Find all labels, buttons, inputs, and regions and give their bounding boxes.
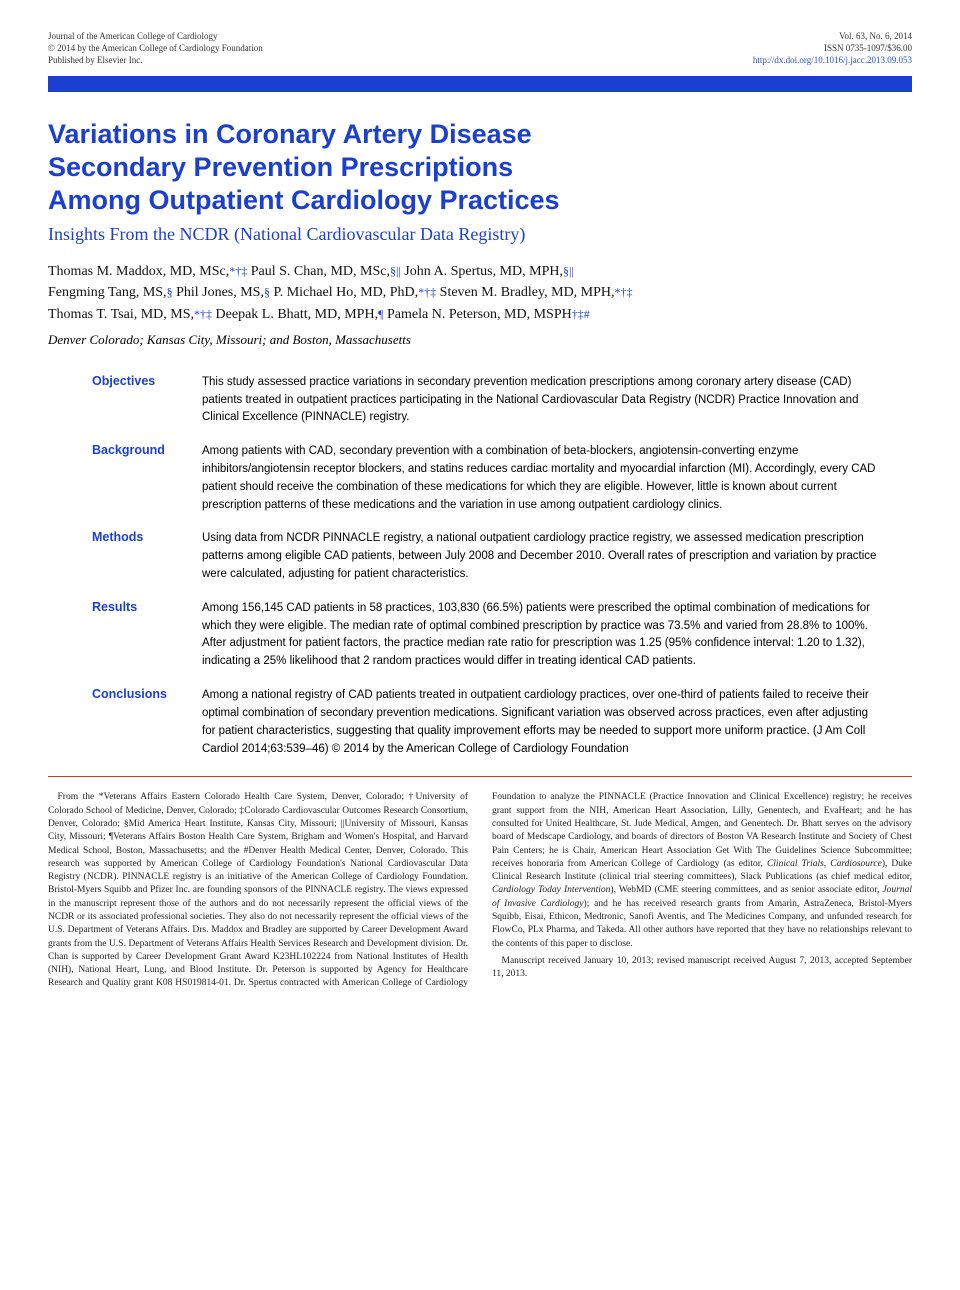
abstract-text: Among a national registry of CAD patient… xyxy=(202,687,882,758)
doi-link[interactable]: http://dx.doi.org/10.1016/j.jacc.2013.09… xyxy=(753,54,912,66)
volume-issue: Vol. 63, No. 6, 2014 xyxy=(753,30,912,42)
author-affil-sym: *†‡ xyxy=(229,264,247,278)
abstract-text: This study assessed practice variations … xyxy=(202,374,882,427)
author: P. Michael Ho, MD, PhD, xyxy=(273,285,418,300)
divider-rule xyxy=(48,776,912,777)
abstract-text: Among patients with CAD, secondary preve… xyxy=(202,443,882,514)
journal-header-right: Vol. 63, No. 6, 2014 ISSN 0735-1097/$36.… xyxy=(753,30,912,66)
author-locations: Denver Colorado; Kansas City, Missouri; … xyxy=(48,332,912,348)
author: John A. Spertus, MD, MPH, xyxy=(404,264,563,279)
footnotes-block: From the *Veterans Affairs Eastern Color… xyxy=(48,791,912,990)
abstract-label: Methods xyxy=(92,530,202,583)
manuscript-dates: Manuscript received January 10, 2013; re… xyxy=(492,955,912,982)
title-line-1: Variations in Coronary Artery Disease xyxy=(48,119,532,149)
abstract-label: Conclusions xyxy=(92,687,202,758)
issn-price: ISSN 0735-1097/$36.00 xyxy=(753,42,912,54)
author-affil-sym: § xyxy=(167,285,173,299)
author: Thomas M. Maddox, MD, MSc, xyxy=(48,264,229,279)
abstract-row-objectives: Objectives This study assessed practice … xyxy=(92,374,882,427)
abstract-label: Objectives xyxy=(92,374,202,427)
author-affil-sym: §|| xyxy=(390,264,401,278)
author: Fengming Tang, MS, xyxy=(48,285,167,300)
copyright-line: © 2014 by the American College of Cardio… xyxy=(48,42,263,54)
journal-header-left: Journal of the American College of Cardi… xyxy=(48,30,263,66)
abstract-row-conclusions: Conclusions Among a national registry of… xyxy=(92,687,882,758)
article-subtitle: Insights From the NCDR (National Cardiov… xyxy=(48,223,912,246)
journal-header: Journal of the American College of Cardi… xyxy=(48,30,912,66)
title-block: Variations in Coronary Artery Disease Se… xyxy=(48,118,912,373)
brand-bar xyxy=(48,76,912,92)
journal-name: Journal of the American College of Cardi… xyxy=(48,30,263,42)
author-affil-sym: †‡# xyxy=(572,307,590,321)
author: Pamela N. Peterson, MD, MSPH xyxy=(387,307,572,322)
author-list: Thomas M. Maddox, MD, MSc,*†‡ Paul S. Ch… xyxy=(48,261,912,326)
abstract-row-background: Background Among patients with CAD, seco… xyxy=(92,443,882,514)
affiliations-cont: ), WebMD (CME steering committees, and a… xyxy=(610,885,882,895)
author: Phil Jones, MS, xyxy=(176,285,264,300)
author-affil-sym: § xyxy=(264,285,270,299)
title-line-2: Secondary Prevention Prescriptions xyxy=(48,152,513,182)
title-line-3: Among Outpatient Cardiology Practices xyxy=(48,185,560,215)
abstract-label: Results xyxy=(92,600,202,671)
abstract-block: Objectives This study assessed practice … xyxy=(48,374,912,759)
author: Steven M. Bradley, MD, MPH, xyxy=(440,285,615,300)
abstract-text: Using data from NCDR PINNACLE registry, … xyxy=(202,530,882,583)
abstract-row-methods: Methods Using data from NCDR PINNACLE re… xyxy=(92,530,882,583)
abstract-label: Background xyxy=(92,443,202,514)
italic-journal: Cardiology Today Intervention xyxy=(492,885,610,895)
italic-journal: Clinical Trials, Cardiosource xyxy=(767,859,882,869)
author: Deepak L. Bhatt, MD, MPH, xyxy=(216,307,379,322)
abstract-row-results: Results Among 156,145 CAD patients in 58… xyxy=(92,600,882,671)
author-affil-sym: *†‡ xyxy=(418,285,436,299)
author: Paul S. Chan, MD, MSc, xyxy=(251,264,390,279)
abstract-text: Among 156,145 CAD patients in 58 practic… xyxy=(202,600,882,671)
author-affil-sym: §|| xyxy=(563,264,574,278)
author-affil-sym: *†‡ xyxy=(194,307,212,321)
publisher-line: Published by Elsevier Inc. xyxy=(48,54,263,66)
author-affil-sym: ¶ xyxy=(378,307,383,321)
author-affil-sym: *†‡ xyxy=(615,285,633,299)
article-title: Variations in Coronary Artery Disease Se… xyxy=(48,118,912,217)
author: Thomas T. Tsai, MD, MS, xyxy=(48,307,194,322)
